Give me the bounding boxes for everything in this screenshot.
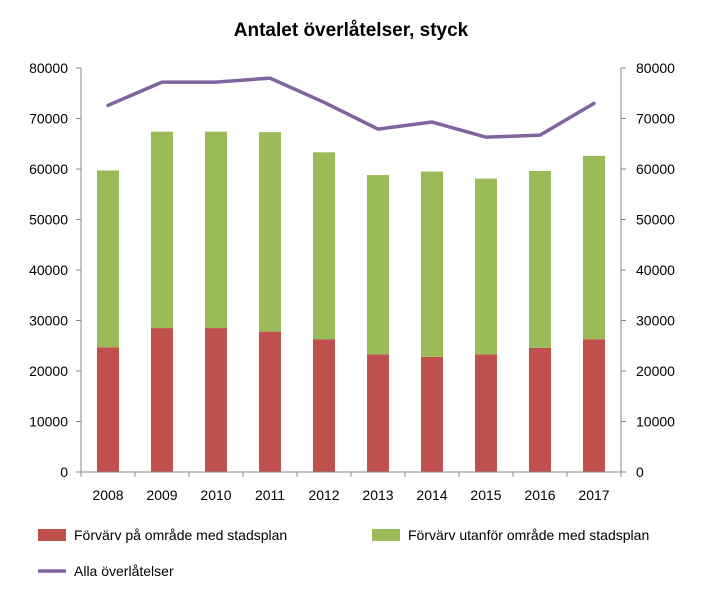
y-axis-ticks: 0 10000 20000 30000 40000 50000 60000 70000 8000… [29,60,68,480]
y-tick-label: 30000 [29,313,68,329]
x-tick-label: 2010 [200,487,231,503]
x-tick-label: 2011 [255,487,285,503]
legend-label-utanfor: Förvärv utanför område med stadsplan [408,527,649,543]
y2-tick-label: 60000 [636,161,675,177]
y-tick-label: 60000 [29,161,68,177]
bar-utanfor-2008 [97,170,119,348]
y2-tick-label: 40000 [636,262,675,278]
bar-stadsplan-2011 [259,331,281,472]
bar-utanfor-2011 [259,132,281,332]
x-tick-label: 2016 [524,487,555,503]
bar-stadsplan-2016 [529,347,551,472]
y2-tick-label: 80000 [636,60,675,76]
y2-tick-label: 10000 [636,414,675,430]
legend-label-stadsplan: Förvärv på område med stadsplan [74,527,287,543]
legend-label-alla: Alla överlåtelser [74,563,174,579]
bar-utanfor-2013 [367,175,389,355]
y2-axis-ticks: 0 10000 20000 30000 40000 50000 60000 70000 8000… [636,60,675,480]
axes [76,67,626,477]
bar-utanfor-2017 [583,155,605,340]
y2-tick-label: 0 [636,464,644,480]
x-tick-label: 2012 [308,487,339,503]
y-tick-label: 50000 [29,212,68,228]
bar-utanfor-2010 [205,131,227,329]
bar-utanfor-2015 [475,178,497,355]
bar-stadsplan-2009 [151,328,173,472]
x-tick-label: 2014 [416,487,447,503]
bar-stadsplan-2012 [313,339,335,472]
legend: Förvärv på område med stadsplan Förvärv … [38,527,649,579]
y2-tick-label: 50000 [636,212,675,228]
bars [97,131,605,472]
y-tick-label: 80000 [29,60,68,76]
y-tick-label: 20000 [29,363,68,379]
y-tick-label: 10000 [29,414,68,430]
x-tick-label: 2008 [92,487,123,503]
x-tick-label: 2017 [578,487,609,503]
legend-swatch-utanfor [372,529,400,541]
bar-stadsplan-2015 [475,354,497,472]
y2-tick-label: 30000 [636,313,675,329]
y-tick-label: 70000 [29,111,68,127]
bar-stadsplan-2013 [367,354,389,472]
bar-stadsplan-2008 [97,347,119,472]
x-tick-label: 2009 [146,487,177,503]
bar-stadsplan-2014 [421,356,443,472]
y2-tick-label: 70000 [636,111,675,127]
bar-stadsplan-2017 [583,339,605,472]
bar-utanfor-2012 [313,152,335,340]
x-axis-ticks: 2008 2009 2010 2011 2012 2013 2014 2015 2016 2017 [92,487,609,503]
bar-stadsplan-2010 [205,328,227,472]
bar-utanfor-2014 [421,171,443,357]
chart-title: Antalet överlåtelser, styck [234,20,469,41]
line-alla-overlatelser [106,76,596,139]
x-tick-label: 2013 [362,487,393,503]
total-line [106,76,596,139]
legend-swatch-stadsplan [38,529,66,541]
bar-utanfor-2016 [529,171,551,348]
x-tick-label: 2015 [470,487,501,503]
y-tick-label: 40000 [29,262,68,278]
bar-utanfor-2009 [151,131,173,329]
y-tick-label: 0 [60,464,68,480]
y2-tick-label: 20000 [636,363,675,379]
